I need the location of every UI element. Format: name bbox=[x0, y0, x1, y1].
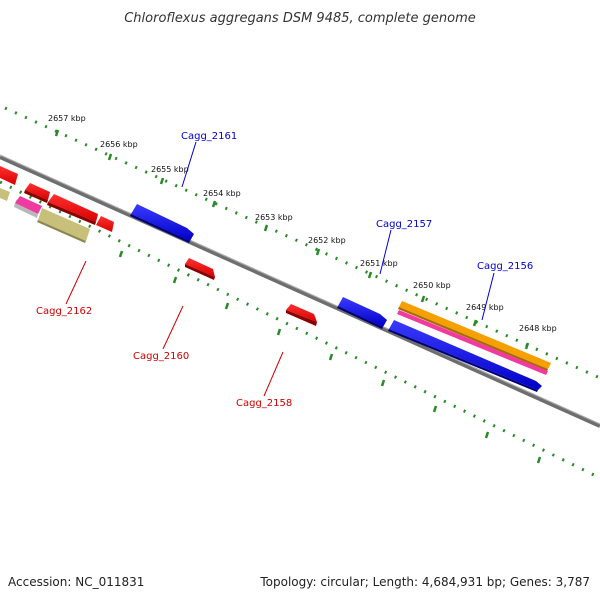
kbp-label-2656: 2656 kbp bbox=[100, 140, 138, 149]
gene-label-cagg-2157: Cagg_2157 bbox=[376, 219, 432, 230]
topology-text: Topology: circular; Length: 4,684,931 bp… bbox=[259, 575, 590, 589]
gene-left-red-2[interactable] bbox=[24, 183, 50, 203]
kbp-label-2651: 2651 kbp bbox=[360, 259, 398, 268]
kbp-label-2655: 2655 kbp bbox=[151, 165, 189, 174]
gene-left-red-3[interactable] bbox=[96, 216, 114, 232]
genome-backbone bbox=[0, 154, 600, 428]
outer-scale-ring bbox=[4, 106, 600, 380]
label-leaders bbox=[65, 141, 495, 397]
inner-scale-ring bbox=[0, 180, 600, 480]
map-title: Chloroflexus aggregans DSM 9485, complet… bbox=[124, 11, 476, 26]
kbp-label-2650: 2650 kbp bbox=[413, 281, 451, 290]
gene-label-cagg-2158: Cagg_2158 bbox=[236, 398, 292, 409]
feature-olive-left bbox=[0, 188, 90, 243]
gene-cagg-2162-red[interactable] bbox=[47, 194, 98, 225]
gene-left-edge-red[interactable] bbox=[0, 166, 18, 185]
kbp-label-2654: 2654 kbp bbox=[203, 189, 241, 198]
gene-cagg-2158[interactable] bbox=[286, 304, 317, 326]
gene-cagg-2157[interactable] bbox=[337, 297, 387, 329]
accession-text: Accession: NC_011831 bbox=[8, 575, 144, 589]
gene-label-cagg-2161: Cagg_2161 bbox=[181, 131, 237, 142]
kbp-label-2648: 2648 kbp bbox=[519, 324, 557, 333]
gene-label-cagg-2160: Cagg_2160 bbox=[133, 351, 189, 362]
outer-major-ticks bbox=[54, 129, 530, 350]
feature-orange bbox=[398, 301, 551, 371]
gene-label-cagg-2162: Cagg_2162 bbox=[36, 306, 92, 317]
kbp-label-2653: 2653 kbp bbox=[255, 213, 293, 222]
gene-cagg-2161[interactable] bbox=[130, 204, 194, 243]
feature-pink-left bbox=[14, 196, 42, 218]
kbp-label-2657: 2657 kbp bbox=[48, 114, 86, 123]
gene-label-cagg-2156: Cagg_2156 bbox=[477, 261, 533, 272]
gene-cagg-2160[interactable] bbox=[185, 258, 215, 280]
kbp-label-2652: 2652 kbp bbox=[308, 236, 346, 245]
feature-pink bbox=[397, 310, 548, 375]
gene-cagg-2156[interactable] bbox=[388, 320, 542, 392]
